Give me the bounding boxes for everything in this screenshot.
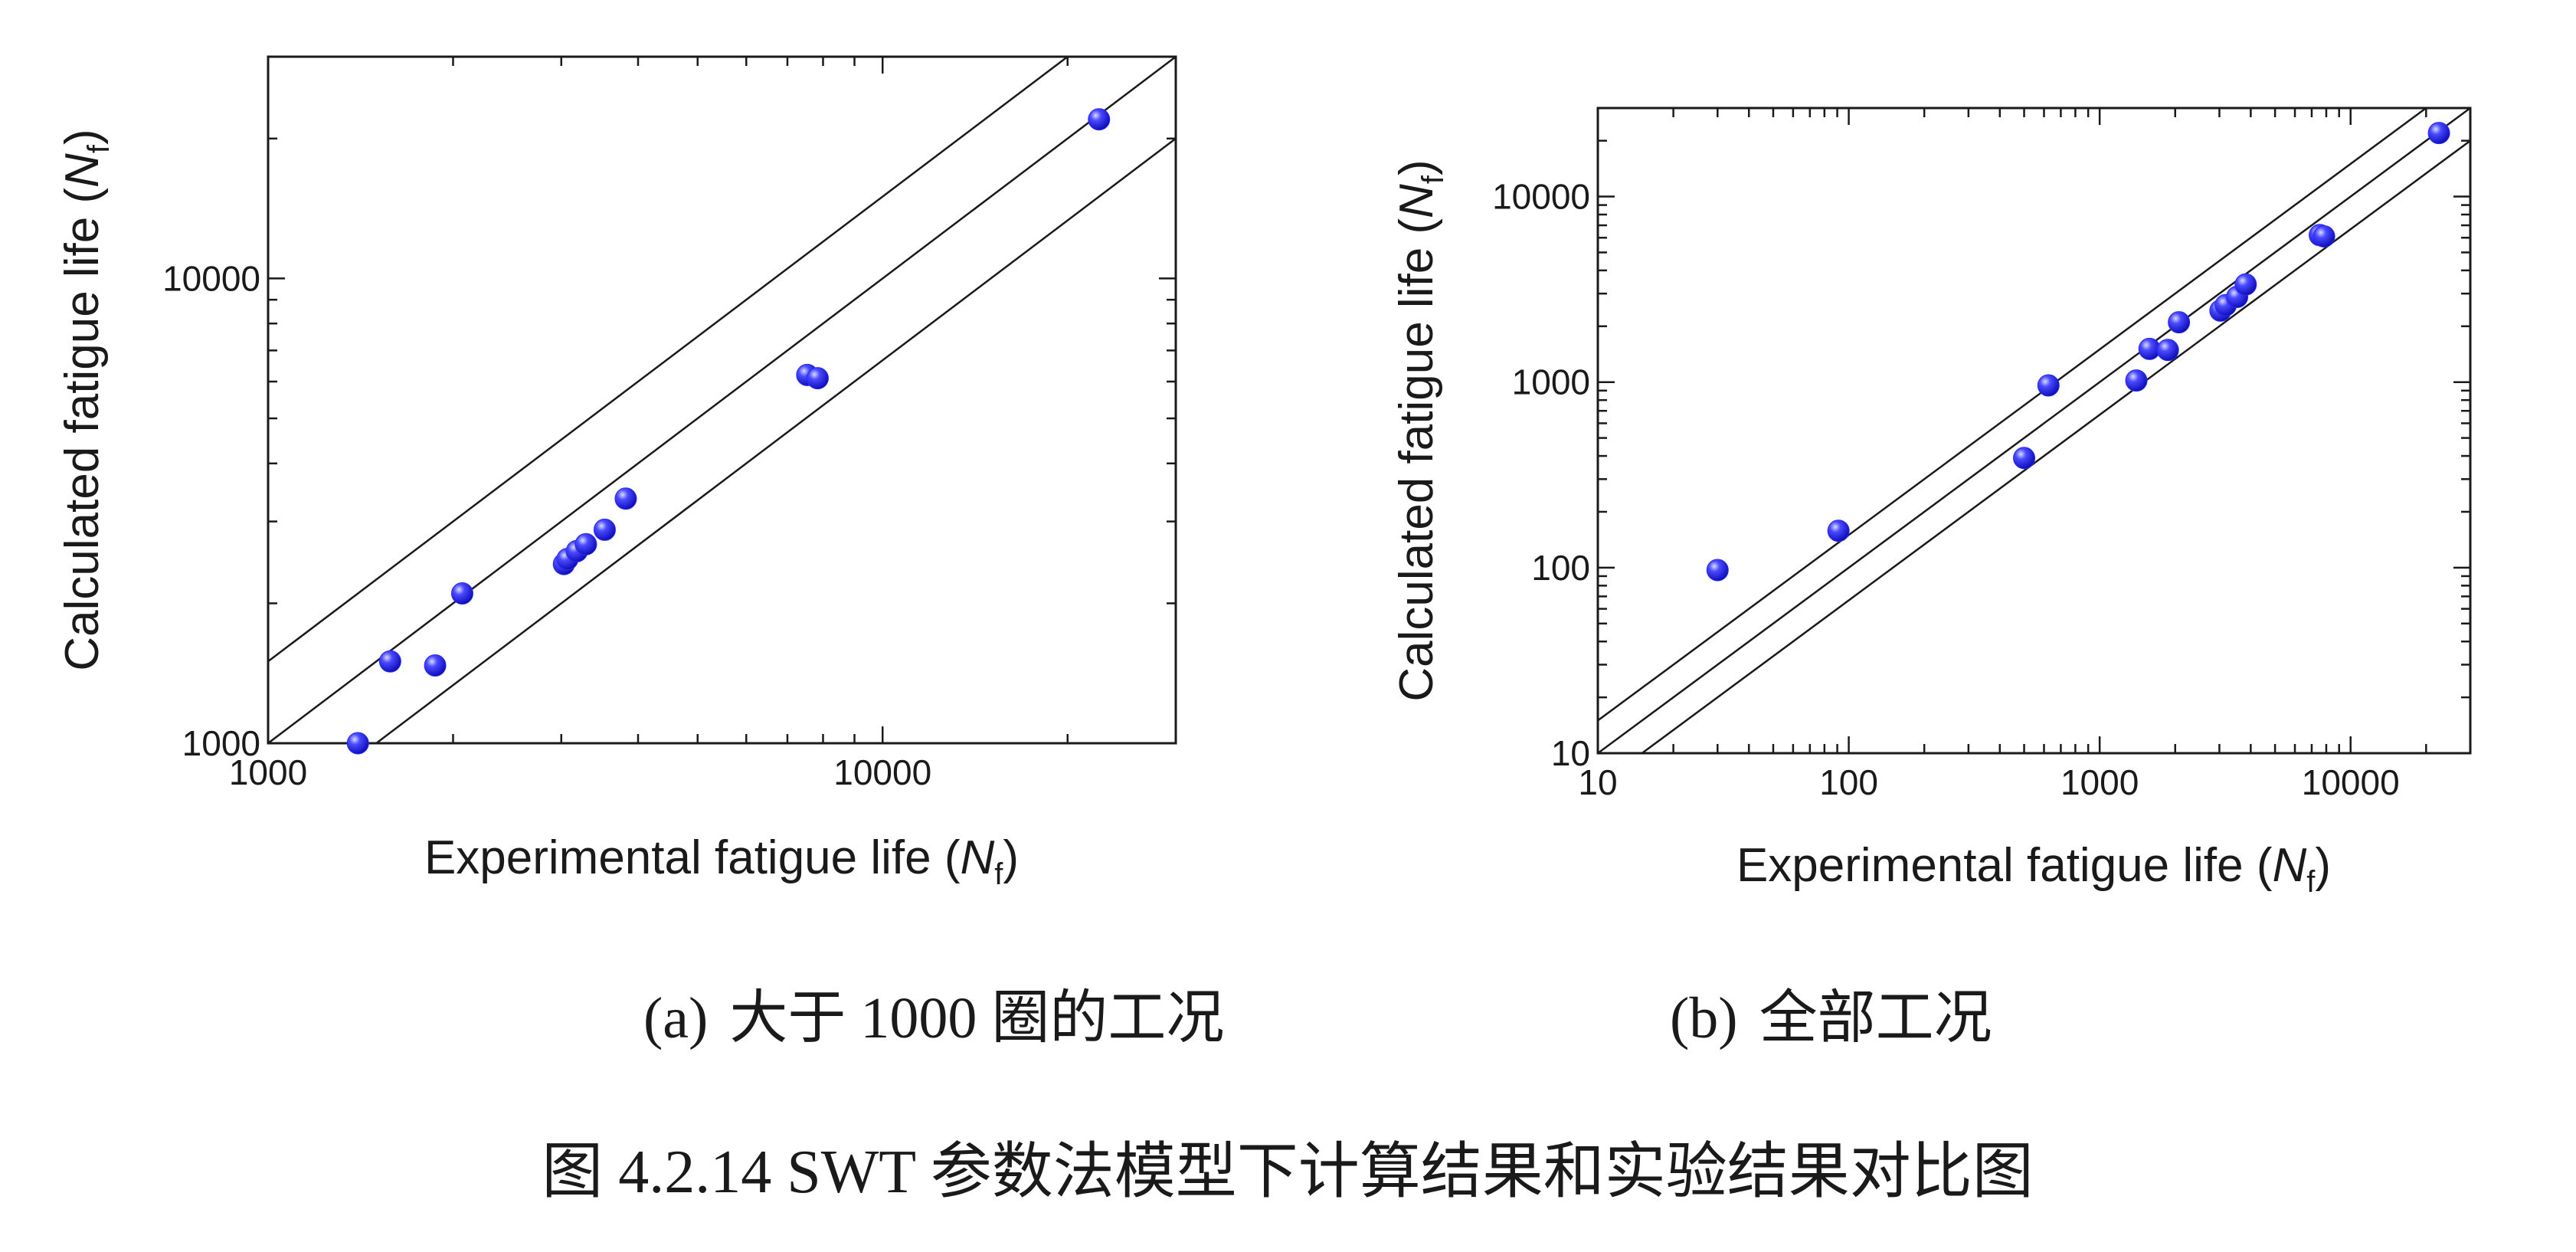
chart-a-data-point-4 (450, 582, 473, 605)
chart-b-data-point-8 (2168, 311, 2191, 334)
chart-b-x-axis-label: Experimental fatigue life (Nf) (1736, 839, 2331, 899)
chart-b-data-point-3 (2013, 447, 2036, 470)
chart-a-y-tick-label: 1000 (182, 723, 260, 763)
chart-b-data-point-1 (1706, 559, 1729, 582)
chart-a-y-tick-label: 10000 (162, 258, 260, 298)
chart-a-data-point-10 (614, 487, 637, 510)
chart-b-data-point-15 (2427, 122, 2450, 145)
chart-a-data-point-8 (574, 533, 597, 556)
chart-a-data-point-2 (378, 650, 401, 673)
chart-a-data-point-1 (346, 732, 369, 755)
chart-b-data-point-14 (2313, 225, 2335, 248)
chart-a-data-point-13 (1088, 108, 1111, 131)
chart-b-x-tick-label: 10 (1578, 762, 1617, 802)
figure-caption: 图 4.2.14 SWT 参数法模型下计算结果和实验结果对比图 (542, 1139, 2033, 1206)
chart-a-reference-line-3 (375, 137, 1176, 743)
chart-b-data-point-4 (2037, 374, 2060, 397)
chart-a-reference-line-2 (268, 57, 1176, 743)
chart-a-x-axis-label: Experimental fatigue life (Nf) (424, 831, 1019, 891)
chart-a-frame (267, 55, 1177, 745)
chart-b-reference-line-1 (1598, 108, 2428, 722)
chart-b-y-tick-label: 1000 (1512, 362, 1590, 402)
chart-a-data-point-12 (806, 367, 829, 390)
chart-a-data-point-3 (424, 654, 447, 677)
chart-b-caption: (b) 全部工况 (1670, 986, 1992, 1050)
chart-a-caption: (a) 大于 1000 圈的工况 (643, 986, 1224, 1050)
chart-b-x-tick-label: 10000 (2302, 762, 2400, 802)
chart-a-y-axis-label: Calculated fatigue life (Nf) (56, 129, 116, 670)
chart-b-data-point-7 (2156, 339, 2179, 362)
chart-b: 10 100 1000 10000 10 100 1000 10000 Experimenta… (1390, 107, 2472, 1050)
chart-b-y-tick-label: 100 (1531, 548, 1590, 588)
chart-b-data-point-2 (1827, 519, 1850, 542)
chart-a-reference-line-1 (268, 57, 1069, 663)
chart-b-reference-line-2 (1598, 108, 2470, 753)
chart-b-x-tick-label: 100 (1819, 762, 1878, 802)
chart-a-data-point-9 (593, 518, 616, 541)
chart-b-reference-line-3 (1640, 139, 2470, 753)
chart-b-frame (1596, 107, 2472, 755)
chart-b-data-point-5 (2125, 369, 2148, 392)
chart-b-y-axis-label: Calculated fatigue life (Nf) (1390, 159, 1450, 701)
chart-b-x-tick-label: 1000 (2060, 762, 2139, 802)
chart-a: 1000 10000 1000 10000 Experimental fatigue … (56, 55, 1224, 1050)
chart-a-x-tick-label: 1000 (229, 752, 307, 792)
chart-a-x-tick-label: 10000 (833, 752, 931, 792)
chart-b-y-tick-label: 10 (1551, 733, 1590, 773)
chart-b-data-point-12 (2234, 273, 2257, 296)
chart-b-y-tick-label: 10000 (1492, 177, 1590, 217)
